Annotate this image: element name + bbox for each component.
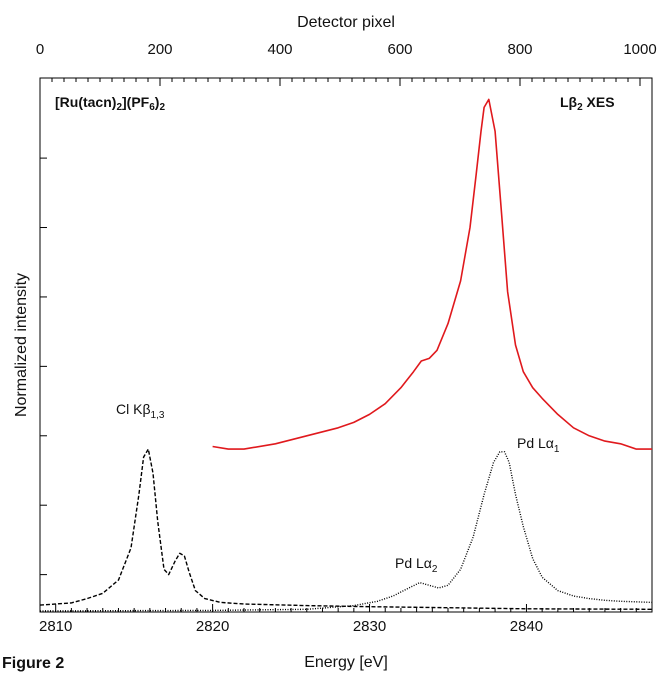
y-axis-title: Normalized intensity [13, 273, 30, 417]
sample-annotation: [Ru(tacn)2](PF6)2 [55, 94, 165, 113]
x2-tick-label: 800 [507, 41, 532, 58]
x-tick-label: 2820 [196, 618, 229, 635]
figure-label: Figure 2 [2, 655, 64, 672]
technique-annotation: Lβ2 XES [560, 94, 615, 113]
pd-lalpha2-annotation: Pd Lα2 [395, 555, 438, 575]
x2-tick-label: 1000 [623, 41, 656, 58]
x2-tick-label: 400 [267, 41, 292, 58]
series-line-solid [212, 98, 652, 450]
x2-axis-title: Detector pixel [297, 14, 395, 31]
x2-tick-label: 200 [147, 41, 172, 58]
left-axis-ticks [40, 157, 47, 576]
plot-frame [39, 77, 653, 613]
cl-kbeta-annotation: Cl Kβ1,3 [116, 401, 165, 421]
bottom-axis-ticks: 2810 2820 2830 2840 [39, 604, 653, 635]
series-line-dotted [39, 451, 653, 612]
x-tick-label: 2810 [39, 618, 72, 635]
x2-tick-label: 600 [387, 41, 412, 58]
x-axis-title: Energy [eV] [304, 654, 388, 671]
series-layer [39, 98, 653, 612]
top-axis-ticks: 0 200 400 600 800 1000 [36, 41, 657, 86]
pd-lalpha1-annotation: Pd Lα1 [517, 435, 560, 455]
series-line-dashed [39, 448, 653, 610]
x-tick-label: 2840 [510, 618, 543, 635]
x-tick-label: 2830 [353, 618, 386, 635]
x2-tick-label: 0 [36, 41, 44, 58]
